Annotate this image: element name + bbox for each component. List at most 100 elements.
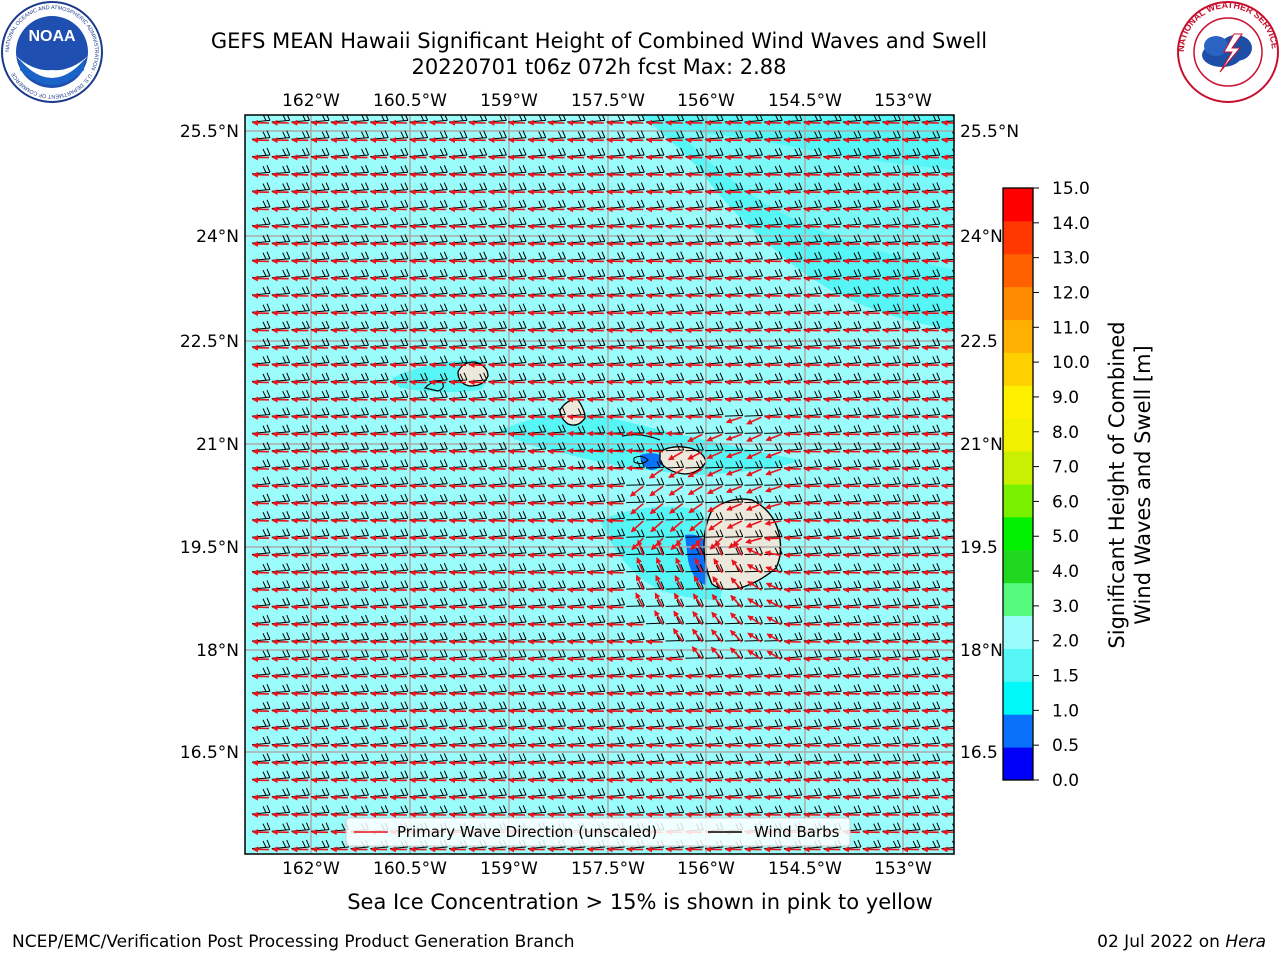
lon-label-top-5: 154.5°W bbox=[768, 91, 842, 111]
wave-direction-arrow bbox=[626, 430, 644, 437]
wave-direction-arrow bbox=[646, 430, 664, 437]
colorbar-bin-9 bbox=[1003, 451, 1033, 485]
lat-label-right-2: 22.5 bbox=[960, 332, 998, 352]
colorbar-bin-5 bbox=[1003, 582, 1033, 617]
footer-date: 02 Jul 2022 on Hera bbox=[1097, 932, 1266, 952]
colorbar-tick-label-2: 13.0 bbox=[1052, 249, 1090, 269]
colorbar-label-line1: Significant Height of Combined bbox=[1105, 321, 1129, 648]
lat-labels-left: 25.5°N 24°N 22.5°N 21°N 19.5°N 18°N 16.5°N bbox=[180, 122, 239, 763]
wave-direction-arrow bbox=[586, 430, 604, 437]
lon-label-top-0: 162°W bbox=[282, 91, 340, 111]
lon-label-top-4: 156°W bbox=[677, 91, 735, 111]
colorbar-bin-14 bbox=[1003, 286, 1033, 321]
lat-label-right-5: 18°N bbox=[960, 641, 1003, 661]
legend-wave-direction-label: Primary Wave Direction (unscaled) bbox=[397, 823, 657, 841]
map-panel bbox=[245, 115, 954, 854]
colorbar-ticks: 15.0 14.0 13.0 12.0 11.0 10.0 9.0 8.0 7.0 6.0 5.0 4… bbox=[1033, 179, 1090, 791]
colorbar-tick-label-7: 8.0 bbox=[1052, 423, 1079, 443]
colorbar-bin-16 bbox=[1003, 220, 1033, 255]
colorbar-bin-4 bbox=[1003, 615, 1033, 649]
colorbar-label: Significant Height of Combined Wind Wave… bbox=[1105, 321, 1155, 648]
lon-label-bottom-1: 160.5°W bbox=[373, 859, 447, 879]
lat-label-left-4: 19.5°N bbox=[180, 538, 239, 558]
wave-direction-arrow bbox=[626, 447, 644, 454]
colorbar-tick-label-1: 14.0 bbox=[1052, 214, 1090, 234]
lon-label-bottom-0: 162°W bbox=[282, 859, 340, 879]
lat-label-left-6: 16.5°N bbox=[180, 743, 239, 763]
lat-label-right-3: 21°N bbox=[960, 435, 1003, 455]
chart-title: GEFS MEAN Hawaii Significant Height of C… bbox=[210, 29, 988, 53]
wave-direction-arrow bbox=[567, 430, 585, 437]
wave-direction-arrow bbox=[646, 447, 664, 454]
colorbar-tick-label-10: 5.0 bbox=[1052, 527, 1079, 547]
wave-direction-arrow bbox=[586, 447, 604, 454]
wave-direction-arrow bbox=[606, 430, 624, 437]
colorbar-bin-15 bbox=[1003, 253, 1033, 288]
lon-labels-top: 162°W 160.5°W 159°W 157.5°W 156°W 154.5°W 153°… bbox=[282, 91, 932, 111]
colorbar bbox=[1003, 188, 1033, 781]
lon-label-bottom-6: 153°W bbox=[874, 859, 932, 879]
colorbar-bin-7 bbox=[1003, 516, 1033, 551]
nws-logo: NATIONAL WEATHER SERVICE bbox=[1176, 0, 1280, 103]
lat-label-left-5: 18°N bbox=[196, 641, 239, 661]
lon-label-top-1: 160.5°W bbox=[373, 91, 447, 111]
colorbar-bin-6 bbox=[1003, 549, 1033, 584]
footer-branch: NCEP/EMC/Verification Post Processing Pr… bbox=[12, 932, 575, 952]
lat-label-left-3: 21°N bbox=[196, 435, 239, 455]
lat-label-right-0: 25.5°N bbox=[960, 122, 1019, 142]
sea-ice-note: Sea Ice Concentration > 15% is shown in … bbox=[347, 890, 933, 914]
wave-direction-arrow bbox=[606, 447, 624, 454]
colorbar-bin-10 bbox=[1003, 418, 1033, 452]
colorbar-bin-2 bbox=[1003, 681, 1033, 715]
colorbar-tick-label-0: 15.0 bbox=[1052, 179, 1090, 199]
lon-label-bottom-3: 157.5°W bbox=[571, 859, 645, 879]
map-legend: Primary Wave Direction (unscaled) Wind B… bbox=[345, 817, 851, 847]
colorbar-bin-8 bbox=[1003, 484, 1033, 518]
island-lanai bbox=[633, 455, 649, 465]
colorbar-tick-label-15: 1.0 bbox=[1052, 701, 1079, 721]
footer-date-text: 02 Jul 2022 on bbox=[1097, 932, 1226, 952]
wave-direction-arrow bbox=[567, 447, 585, 454]
wave-direction-arrow bbox=[626, 465, 644, 472]
wave-direction-arrow bbox=[567, 465, 585, 472]
lon-label-top-3: 157.5°W bbox=[571, 91, 645, 111]
noaa-logo-text: NOAA bbox=[28, 28, 76, 45]
lon-label-bottom-2: 159°W bbox=[480, 859, 538, 879]
wave-direction-arrow bbox=[665, 430, 683, 437]
colorbar-tick-label-6: 9.0 bbox=[1052, 388, 1079, 408]
colorbar-tick-label-3: 12.0 bbox=[1052, 283, 1090, 303]
colorbar-tick-label-13: 2.0 bbox=[1052, 632, 1079, 652]
noaa-logo: NOAA NATIONAL OCEANIC AND ATMOSPHERIC AD… bbox=[1, 1, 103, 103]
lon-label-top-2: 159°W bbox=[480, 91, 538, 111]
colorbar-bin-0 bbox=[1003, 747, 1033, 781]
colorbar-tick-label-11: 4.0 bbox=[1052, 562, 1079, 582]
lat-label-right-4: 19.5 bbox=[960, 538, 998, 558]
lat-label-right-1: 24°N bbox=[960, 227, 1003, 247]
wave-direction-arrow bbox=[606, 465, 624, 472]
chart-subtitle: 20220701 t06z 072h fcst Max: 2.88 bbox=[411, 55, 787, 79]
lon-label-bottom-5: 154.5°W bbox=[768, 859, 842, 879]
wave-direction-arrow bbox=[586, 465, 604, 472]
colorbar-bin-11 bbox=[1003, 385, 1033, 419]
wave-and-wind-field bbox=[251, 115, 954, 853]
footer-host: Hera bbox=[1225, 932, 1266, 952]
lon-labels-bottom: 162°W 160.5°W 159°W 157.5°W 156°W 154.5°W 153°… bbox=[282, 859, 932, 879]
colorbar-tick-label-16: 0.5 bbox=[1052, 736, 1079, 756]
lat-label-left-1: 24°N bbox=[196, 227, 239, 247]
colorbar-tick-label-5: 10.0 bbox=[1052, 353, 1090, 373]
colorbar-bin-12 bbox=[1003, 352, 1033, 386]
colorbar-tick-label-14: 1.5 bbox=[1052, 667, 1079, 687]
lat-label-left-0: 25.5°N bbox=[180, 122, 239, 142]
colorbar-tick-label-4: 11.0 bbox=[1052, 318, 1090, 338]
lat-label-left-2: 22.5°N bbox=[180, 332, 239, 352]
colorbar-bin-1 bbox=[1003, 714, 1033, 748]
lon-label-bottom-4: 156°W bbox=[677, 859, 735, 879]
colorbar-bin-3 bbox=[1003, 648, 1033, 682]
colorbar-tick-label-8: 7.0 bbox=[1052, 458, 1079, 478]
colorbar-bin-13 bbox=[1003, 319, 1033, 353]
colorbar-tick-label-17: 0.0 bbox=[1052, 771, 1079, 791]
lon-label-top-6: 153°W bbox=[874, 91, 932, 111]
lat-label-right-6: 16.5 bbox=[960, 743, 998, 763]
colorbar-tick-label-12: 3.0 bbox=[1052, 597, 1079, 617]
